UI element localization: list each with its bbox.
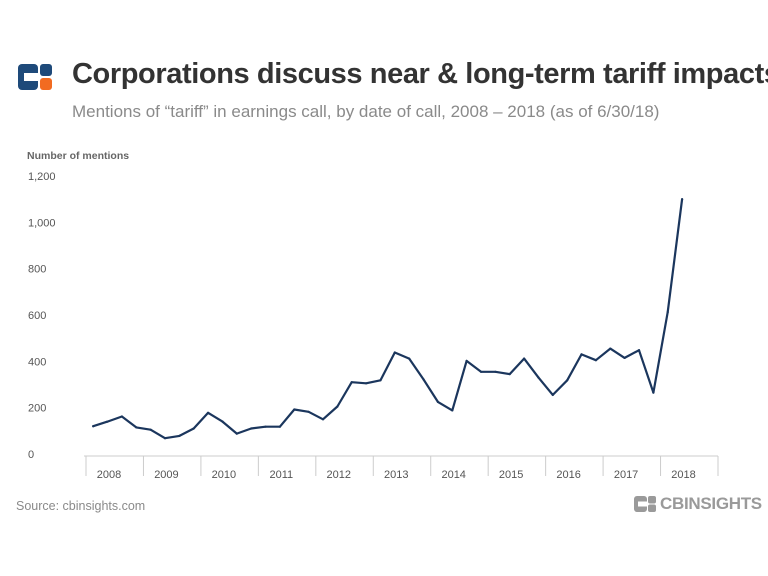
data-point (609, 347, 612, 350)
data-point (508, 373, 511, 376)
data-point (307, 410, 310, 413)
data-point (666, 311, 669, 314)
data-point (178, 434, 181, 437)
data-point (451, 409, 454, 412)
y-tick-label: 400 (28, 356, 46, 368)
data-point (264, 425, 267, 428)
data-point (637, 349, 641, 352)
x-tick-label: 2018 (671, 469, 695, 481)
data-point (365, 382, 368, 385)
data-point (336, 405, 339, 408)
x-tick-label: 2011 (270, 469, 294, 481)
cb-insights-logo-icon (18, 64, 52, 90)
data-point (278, 425, 281, 428)
x-tick-label: 2015 (499, 469, 523, 481)
x-tick-label: 2014 (441, 469, 465, 481)
data-point (436, 400, 439, 403)
data-point (350, 381, 353, 384)
chart-subtitle: Mentions of “tariff” in earnings call, b… (72, 102, 660, 121)
data-point (293, 408, 296, 411)
data-point (465, 359, 468, 362)
x-tick-label: 2017 (614, 469, 638, 481)
data-point (652, 391, 655, 394)
data-point (379, 379, 382, 382)
x-tick-label: 2008 (97, 469, 121, 481)
data-point (580, 353, 583, 356)
data-point (192, 427, 195, 430)
y-tick-label: 200 (28, 403, 46, 415)
x-tick-label: 2009 (154, 469, 178, 481)
data-point (681, 198, 684, 201)
x-tick-label: 2016 (556, 469, 580, 481)
y-tick-label: 800 (28, 264, 46, 276)
data-point (321, 418, 325, 421)
y-tick-label: 1,200 (28, 171, 56, 183)
data-point (92, 425, 95, 428)
data-point (149, 428, 152, 431)
data-point (207, 411, 210, 414)
x-tick-label: 2010 (212, 469, 236, 481)
data-point (393, 351, 396, 354)
data-point (523, 357, 526, 360)
logo-block-bottom-right (40, 78, 52, 90)
brand-logo: CBINSIGHTS (634, 494, 762, 514)
chart-title: Corporations discuss near & long-term ta… (72, 58, 768, 90)
source-note: Source: cbinsights.com (16, 499, 146, 513)
data-point (551, 393, 554, 396)
data-point (537, 376, 540, 379)
data-point (135, 426, 138, 429)
data-point (120, 415, 123, 418)
brand-name: CBINSIGHTS (660, 494, 762, 513)
series-line (92, 198, 684, 440)
y-axis-label: Number of mentions (27, 150, 130, 162)
data-point (566, 379, 569, 382)
logo-block-top-right (40, 64, 52, 76)
data-point (408, 357, 411, 360)
data-point (623, 356, 626, 359)
data-point (479, 370, 483, 373)
cb-insights-logo-icon (634, 496, 656, 512)
data-point (106, 420, 109, 423)
y-tick-label: 1,000 (28, 217, 56, 229)
data-point (594, 359, 598, 362)
data-point (235, 432, 238, 435)
x-tick-label: 2013 (384, 469, 408, 481)
y-tick-label: 0 (28, 449, 34, 461)
data-point (221, 420, 224, 423)
data-point (422, 378, 425, 381)
data-point (163, 437, 167, 440)
y-tick-label: 600 (28, 310, 46, 322)
data-point (494, 370, 497, 373)
x-tick-label: 2012 (327, 469, 351, 481)
data-point (250, 427, 253, 430)
